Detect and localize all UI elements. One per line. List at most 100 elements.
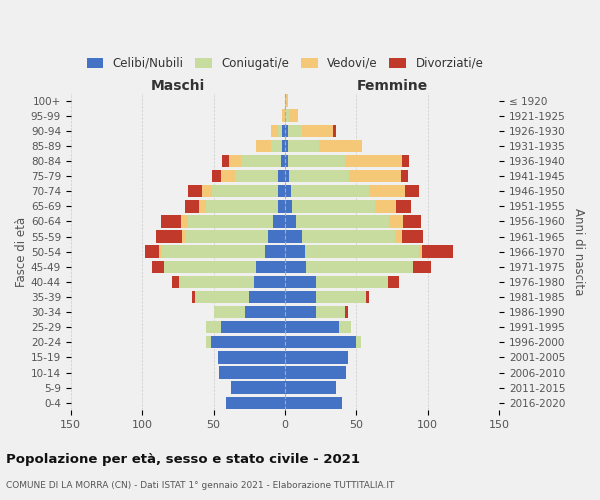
- Bar: [281, 155, 285, 167]
- Bar: [285, 321, 339, 334]
- Bar: [285, 155, 288, 167]
- Y-axis label: Anni di nascita: Anni di nascita: [572, 208, 585, 296]
- Bar: [145, 246, 159, 258]
- Bar: [402, 230, 424, 242]
- Bar: [305, 246, 419, 258]
- Bar: [159, 246, 162, 258]
- Bar: [316, 291, 366, 303]
- Bar: [195, 291, 249, 303]
- Bar: [402, 155, 409, 167]
- Bar: [290, 185, 369, 198]
- Bar: [289, 110, 298, 122]
- Bar: [271, 124, 278, 137]
- Bar: [161, 215, 181, 228]
- Bar: [221, 321, 285, 334]
- Bar: [245, 306, 285, 318]
- Bar: [285, 382, 337, 394]
- Bar: [268, 230, 285, 242]
- Bar: [206, 336, 211, 348]
- Bar: [405, 185, 419, 198]
- Text: COMUNE DI LA MORRA (CN) - Dati ISTAT 1° gennaio 2021 - Elaborazione TUTTITALIA.I: COMUNE DI LA MORRA (CN) - Dati ISTAT 1° …: [6, 480, 394, 490]
- Bar: [366, 291, 369, 303]
- Bar: [345, 155, 402, 167]
- Bar: [285, 291, 316, 303]
- Bar: [285, 276, 316, 288]
- Bar: [282, 124, 285, 137]
- Bar: [214, 306, 245, 318]
- Bar: [307, 260, 413, 273]
- Bar: [388, 276, 399, 288]
- Bar: [285, 396, 342, 409]
- Bar: [334, 124, 337, 137]
- Bar: [202, 185, 212, 198]
- Bar: [401, 170, 408, 182]
- Bar: [289, 170, 349, 182]
- Bar: [172, 276, 179, 288]
- Bar: [188, 215, 274, 228]
- Bar: [285, 170, 289, 182]
- Bar: [413, 260, 431, 273]
- Bar: [254, 276, 285, 288]
- Bar: [278, 124, 282, 137]
- Bar: [235, 170, 278, 182]
- Bar: [282, 140, 285, 152]
- Bar: [288, 155, 345, 167]
- Bar: [256, 260, 285, 273]
- Bar: [278, 200, 285, 212]
- Bar: [375, 200, 396, 212]
- Bar: [249, 291, 285, 303]
- Bar: [256, 140, 271, 152]
- Bar: [419, 246, 422, 258]
- Bar: [339, 321, 350, 334]
- Bar: [179, 276, 254, 288]
- Bar: [285, 200, 292, 212]
- Text: Maschi: Maschi: [151, 79, 205, 93]
- Bar: [285, 140, 288, 152]
- Bar: [285, 306, 316, 318]
- Bar: [285, 230, 302, 242]
- Bar: [345, 306, 348, 318]
- Bar: [212, 185, 278, 198]
- Bar: [206, 321, 221, 334]
- Text: Femmine: Femmine: [356, 79, 428, 93]
- Bar: [162, 246, 265, 258]
- Bar: [396, 200, 410, 212]
- Bar: [369, 185, 405, 198]
- Bar: [221, 170, 235, 182]
- Bar: [285, 351, 348, 364]
- Bar: [241, 155, 281, 167]
- Bar: [285, 336, 356, 348]
- Bar: [164, 260, 256, 273]
- Bar: [211, 336, 285, 348]
- Bar: [185, 230, 268, 242]
- Bar: [206, 200, 278, 212]
- Bar: [274, 215, 285, 228]
- Bar: [285, 124, 288, 137]
- Bar: [285, 246, 305, 258]
- Bar: [278, 170, 285, 182]
- Bar: [285, 94, 288, 106]
- Bar: [302, 124, 334, 137]
- Bar: [192, 291, 195, 303]
- Bar: [316, 276, 388, 288]
- Bar: [265, 246, 285, 258]
- Bar: [292, 200, 375, 212]
- Bar: [199, 200, 206, 212]
- Bar: [285, 110, 289, 122]
- Bar: [349, 170, 401, 182]
- Bar: [296, 215, 389, 228]
- Bar: [230, 382, 285, 394]
- Bar: [181, 215, 188, 228]
- Bar: [212, 170, 221, 182]
- Bar: [282, 110, 285, 122]
- Bar: [157, 230, 182, 242]
- Bar: [188, 185, 202, 198]
- Bar: [222, 155, 229, 167]
- Bar: [319, 140, 362, 152]
- Bar: [285, 215, 296, 228]
- Bar: [226, 396, 285, 409]
- Bar: [288, 140, 319, 152]
- Bar: [403, 215, 421, 228]
- Bar: [395, 230, 402, 242]
- Bar: [271, 140, 282, 152]
